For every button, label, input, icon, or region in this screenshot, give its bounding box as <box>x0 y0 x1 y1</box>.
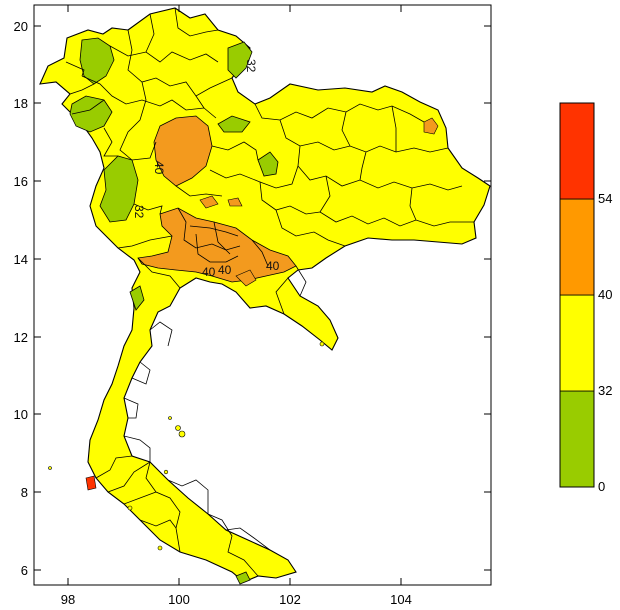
orange-region-central <box>137 207 297 283</box>
colorbar: 54 40 32 0 <box>559 102 612 494</box>
colorbar-bin <box>559 102 595 200</box>
y-tick-label: 14 <box>14 252 28 267</box>
province-boundaries <box>55 7 474 577</box>
colorbar-label: 54 <box>598 191 612 206</box>
green-region-northwest <box>69 95 113 133</box>
green-region-center-north <box>217 115 251 133</box>
y-tick-label: 16 <box>14 174 28 189</box>
colorbar-bin <box>559 390 595 488</box>
green-region-isaan <box>257 151 279 177</box>
colorbar-bin <box>559 198 595 296</box>
colorbar-frame <box>559 102 595 488</box>
contour-label-40-sub: 40 <box>218 263 232 277</box>
y-tick-label: 20 <box>14 19 28 34</box>
red-region-southwest <box>85 475 97 491</box>
colorbar-label: 32 <box>598 383 612 398</box>
green-region-north <box>79 37 115 85</box>
y-tick-label: 10 <box>14 407 28 422</box>
colorbar-label: 40 <box>598 287 612 302</box>
contour-label-40-east: 40 <box>266 259 280 273</box>
colorbar-bin <box>559 294 595 392</box>
orange-region-small-a <box>199 195 219 209</box>
orange-region-small-b <box>227 197 243 207</box>
y-tick-label: 6 <box>21 563 28 578</box>
y-tick-label: 18 <box>14 96 28 111</box>
y-tick-label: 8 <box>21 485 28 500</box>
contour-label-40-central: 40 <box>202 265 216 279</box>
orange-region-gulf-coast <box>235 269 257 287</box>
orange-region-east <box>423 117 439 135</box>
x-tick-label: 100 <box>168 592 190 607</box>
green-region-west <box>99 155 139 223</box>
islands <box>48 341 325 551</box>
orange-region-north-central <box>153 115 213 187</box>
y-axis: 20 18 16 14 12 10 8 6 <box>14 19 491 578</box>
contour-label-40-north: 40 <box>152 161 166 175</box>
contour-label-32-west: 32 <box>132 205 146 219</box>
green-region-north-east-corner <box>227 41 253 79</box>
y-tick-label: 12 <box>14 330 28 345</box>
green-region-kanchanaburi <box>129 285 145 311</box>
x-axis: 98 100 102 104 <box>61 5 412 607</box>
colorbar-label: 0 <box>598 479 605 494</box>
x-tick-label: 102 <box>279 592 301 607</box>
x-tick-label: 104 <box>390 592 412 607</box>
x-tick-label: 98 <box>61 592 75 607</box>
green-region-south-tip <box>235 571 251 585</box>
contour-label-32-north: 32 <box>244 59 258 73</box>
